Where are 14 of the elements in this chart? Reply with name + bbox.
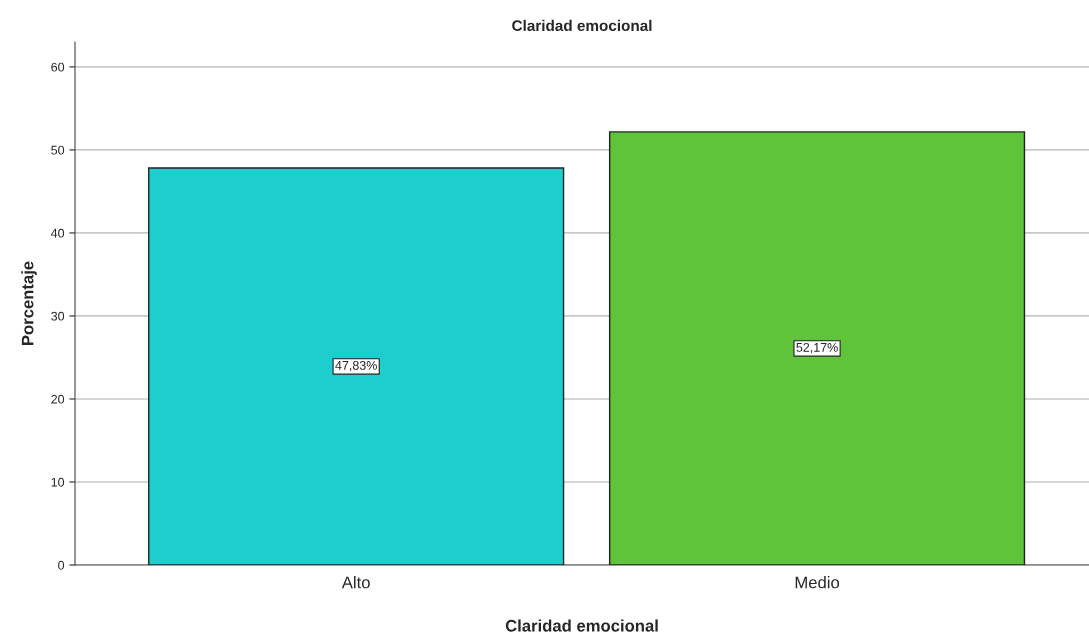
y-tick-label: 10 bbox=[51, 477, 65, 487]
data-label: 47,83% bbox=[335, 360, 377, 372]
y-axis-title: Porcentaje bbox=[21, 261, 37, 345]
x-axis-title: Claridad emocional bbox=[505, 619, 658, 632]
chart-title: Claridad emocional bbox=[512, 19, 652, 32]
x-tick-label: Medio bbox=[795, 576, 840, 589]
y-tick-label: 20 bbox=[51, 394, 65, 404]
y-tick-label: 60 bbox=[51, 62, 65, 72]
data-label: 52,17% bbox=[796, 342, 838, 354]
x-tick-label: Alto bbox=[341, 576, 370, 589]
y-tick-label: 50 bbox=[51, 145, 65, 155]
y-tick-label: 40 bbox=[50, 228, 65, 238]
y-tick-label: 30 bbox=[51, 311, 65, 321]
y-tick-label: 0 bbox=[58, 560, 65, 570]
